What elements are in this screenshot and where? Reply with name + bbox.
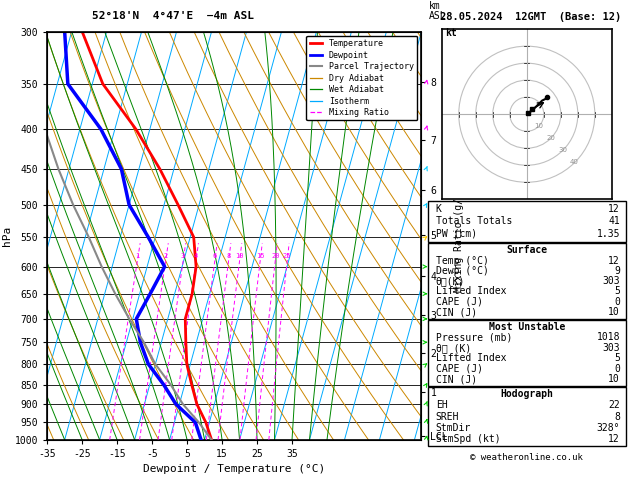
- Text: Temp (°C): Temp (°C): [436, 256, 489, 265]
- Text: 15: 15: [256, 253, 264, 259]
- Text: Lifted Index: Lifted Index: [436, 353, 506, 364]
- Text: Pressure (mb): Pressure (mb): [436, 332, 512, 343]
- Text: kt: kt: [445, 28, 457, 38]
- Text: 5: 5: [614, 286, 620, 296]
- Text: Surface: Surface: [506, 245, 547, 255]
- Text: Most Unstable: Most Unstable: [489, 322, 565, 332]
- Text: StmSpd (kt): StmSpd (kt): [436, 434, 500, 444]
- Text: Dewp (°C): Dewp (°C): [436, 266, 489, 276]
- Text: 12: 12: [608, 204, 620, 214]
- Text: 40: 40: [570, 159, 579, 165]
- Text: CIN (J): CIN (J): [436, 307, 477, 317]
- Text: 25: 25: [283, 253, 291, 259]
- Text: 1018: 1018: [596, 332, 620, 343]
- Y-axis label: Mixing Ratio (g/kg): Mixing Ratio (g/kg): [454, 180, 464, 292]
- Text: CIN (J): CIN (J): [436, 374, 477, 384]
- Text: 30: 30: [558, 147, 567, 153]
- Text: 303: 303: [603, 276, 620, 286]
- Text: 328°: 328°: [596, 422, 620, 433]
- Text: CAPE (J): CAPE (J): [436, 297, 482, 307]
- Text: © weatheronline.co.uk: © weatheronline.co.uk: [470, 453, 583, 462]
- Text: EH: EH: [436, 400, 447, 411]
- Text: 41: 41: [608, 216, 620, 226]
- Text: 0: 0: [614, 297, 620, 307]
- Text: 3: 3: [181, 253, 185, 259]
- Text: Totals Totals: Totals Totals: [436, 216, 512, 226]
- Text: 8: 8: [226, 253, 231, 259]
- Text: 9: 9: [614, 266, 620, 276]
- Text: CAPE (J): CAPE (J): [436, 364, 482, 374]
- Text: SREH: SREH: [436, 412, 459, 421]
- Y-axis label: hPa: hPa: [2, 226, 12, 246]
- Text: 12: 12: [608, 256, 620, 265]
- Text: 20: 20: [271, 253, 279, 259]
- Text: Lifted Index: Lifted Index: [436, 286, 506, 296]
- Text: 22: 22: [608, 400, 620, 411]
- Text: 8: 8: [614, 412, 620, 421]
- Text: 10: 10: [608, 374, 620, 384]
- Text: θᴇ(K): θᴇ(K): [436, 276, 465, 286]
- Text: PW (cm): PW (cm): [436, 229, 477, 239]
- Text: θᴇ (K): θᴇ (K): [436, 343, 471, 353]
- Text: K: K: [436, 204, 442, 214]
- Text: 303: 303: [603, 343, 620, 353]
- Text: StmDir: StmDir: [436, 422, 471, 433]
- Text: 12: 12: [608, 434, 620, 444]
- Text: 0: 0: [614, 364, 620, 374]
- X-axis label: Dewpoint / Temperature (°C): Dewpoint / Temperature (°C): [143, 465, 325, 474]
- Text: 10: 10: [534, 123, 543, 129]
- Text: 1.35: 1.35: [596, 229, 620, 239]
- Text: km
ASL: km ASL: [429, 1, 447, 21]
- Text: 1: 1: [135, 253, 140, 259]
- Text: 6: 6: [213, 253, 217, 259]
- Text: 20: 20: [546, 135, 555, 141]
- Legend: Temperature, Dewpoint, Parcel Trajectory, Dry Adiabat, Wet Adiabat, Isotherm, Mi: Temperature, Dewpoint, Parcel Trajectory…: [306, 36, 417, 121]
- Text: 52°18'N  4°47'E  −4m ASL: 52°18'N 4°47'E −4m ASL: [92, 11, 254, 21]
- Text: 5: 5: [614, 353, 620, 364]
- Text: 10: 10: [235, 253, 244, 259]
- Text: 4: 4: [194, 253, 198, 259]
- Text: 10: 10: [608, 307, 620, 317]
- Text: Hodograph: Hodograph: [500, 389, 554, 399]
- Text: 2: 2: [164, 253, 168, 259]
- Text: 28.05.2024  12GMT  (Base: 12): 28.05.2024 12GMT (Base: 12): [440, 12, 621, 22]
